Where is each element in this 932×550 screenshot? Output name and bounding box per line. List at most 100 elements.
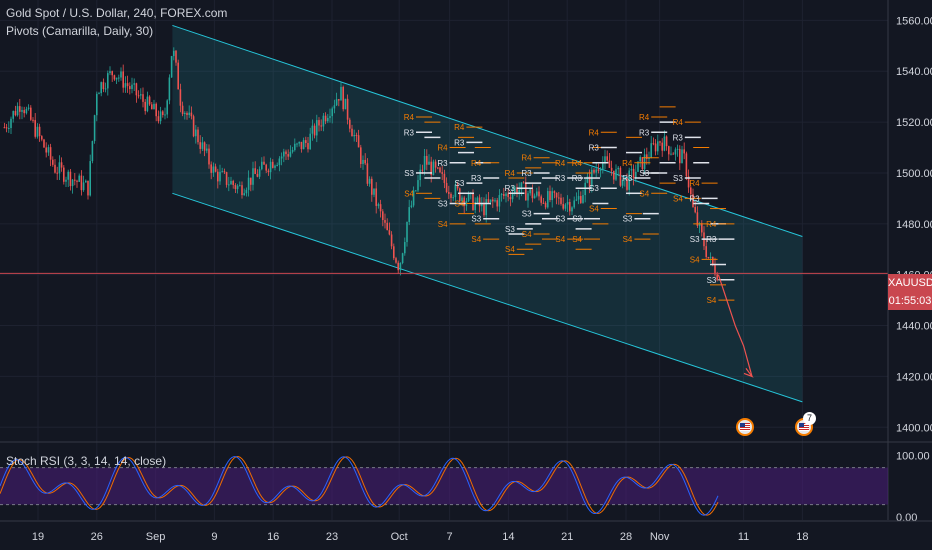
price-tick-label: 1540.00 [896, 66, 932, 78]
candle-body [450, 193, 452, 198]
price-tick-label: 1420.00 [896, 371, 932, 383]
candle-body [527, 193, 529, 201]
candle-body [509, 197, 512, 200]
candle-body [597, 169, 600, 171]
candle-body [47, 147, 50, 153]
candle-body [87, 180, 89, 196]
us-economic-event-icon[interactable] [736, 418, 754, 436]
candle-body [113, 75, 116, 80]
pivot-label-s3: S3 [690, 235, 700, 244]
candle-body [181, 105, 184, 114]
candle-body [639, 157, 641, 162]
candle-body [353, 134, 355, 137]
candle-body [588, 176, 591, 187]
candle-body [562, 203, 564, 209]
candle-body [320, 125, 322, 127]
candle-body [485, 199, 487, 216]
candle-body [280, 156, 283, 159]
candle-body [382, 211, 384, 221]
candle-body [456, 184, 459, 189]
candle-body [500, 194, 503, 196]
candle-body [16, 106, 19, 116]
candle-body [170, 56, 173, 78]
candle-body [520, 182, 523, 190]
candle-body [327, 117, 329, 122]
candle-body [36, 126, 39, 137]
candle-body [621, 179, 624, 186]
candle-body [225, 172, 228, 185]
candle-body [665, 136, 668, 147]
candle-body [322, 115, 325, 127]
candle-body [168, 77, 171, 101]
candle-body [100, 82, 102, 94]
time-tick-label: Nov [650, 531, 670, 543]
pivot-label-s4: S4 [555, 235, 565, 244]
pivot-label-r3: R3 [521, 169, 532, 178]
candle-body [683, 149, 685, 154]
candle-body [696, 212, 699, 226]
candle-body [173, 50, 175, 57]
pivot-label-s4: S4 [505, 245, 515, 254]
candle-body [230, 180, 232, 185]
candle-body [452, 197, 454, 199]
pivot-label-s3: S3 [572, 215, 582, 224]
candle-body [573, 200, 575, 208]
candle-body [195, 129, 197, 137]
candle-body [52, 159, 54, 165]
candle-body [291, 150, 294, 152]
candle-body [448, 192, 450, 194]
candle-body [445, 182, 448, 193]
candle-body [254, 168, 256, 174]
candle-body [71, 179, 74, 187]
candle-body [32, 119, 34, 121]
candle-body [571, 207, 573, 212]
candle-body [344, 98, 347, 110]
candle-body [630, 168, 633, 171]
time-tick-label: 23 [326, 531, 338, 543]
candle-body [34, 120, 36, 137]
candle-body [368, 178, 371, 184]
candle-body [712, 256, 714, 265]
candle-body [575, 199, 578, 201]
rsi-tick-label: 0.00 [896, 512, 917, 524]
candle-body [430, 161, 432, 175]
candle-body [668, 146, 670, 155]
candle-body [21, 110, 23, 112]
candle-body [560, 197, 562, 204]
candle-body [63, 167, 65, 182]
candle-body [129, 86, 131, 90]
time-tick-label: 7 [447, 531, 453, 543]
stoch-rsi-label[interactable]: Stoch RSI (3, 3, 14, 14, close) [6, 454, 167, 468]
candle-body [663, 136, 666, 151]
pivot-label-r4: R4 [521, 154, 532, 163]
candle-body [151, 104, 153, 110]
price-tick-label: 1500.00 [896, 168, 932, 180]
candle-body [109, 71, 111, 74]
candle-body [265, 164, 267, 171]
candle-body [45, 147, 47, 153]
candle-body [30, 107, 32, 120]
candle-body [694, 207, 696, 213]
candle-body [331, 108, 333, 117]
candle-body [516, 187, 518, 195]
candle-body [118, 77, 120, 79]
candle-body [188, 112, 190, 116]
candle-body [142, 94, 144, 102]
candle-body [701, 223, 703, 233]
candle-body [397, 262, 399, 271]
candle-body [602, 162, 604, 170]
candle-body [487, 199, 490, 203]
candle-body [536, 191, 538, 196]
candle-body [406, 221, 408, 243]
forecast-arrow-path [717, 274, 753, 377]
candle-body [674, 149, 677, 155]
pivots-indicator-label[interactable]: Pivots (Camarilla, Daily, 30) [6, 24, 154, 38]
pivot-label-s3: S3 [623, 215, 633, 224]
candle-body [373, 188, 375, 195]
candle-body [82, 182, 85, 191]
candle-body [232, 180, 234, 185]
candle-body [538, 191, 540, 197]
price-tick-label: 1440.00 [896, 321, 932, 333]
